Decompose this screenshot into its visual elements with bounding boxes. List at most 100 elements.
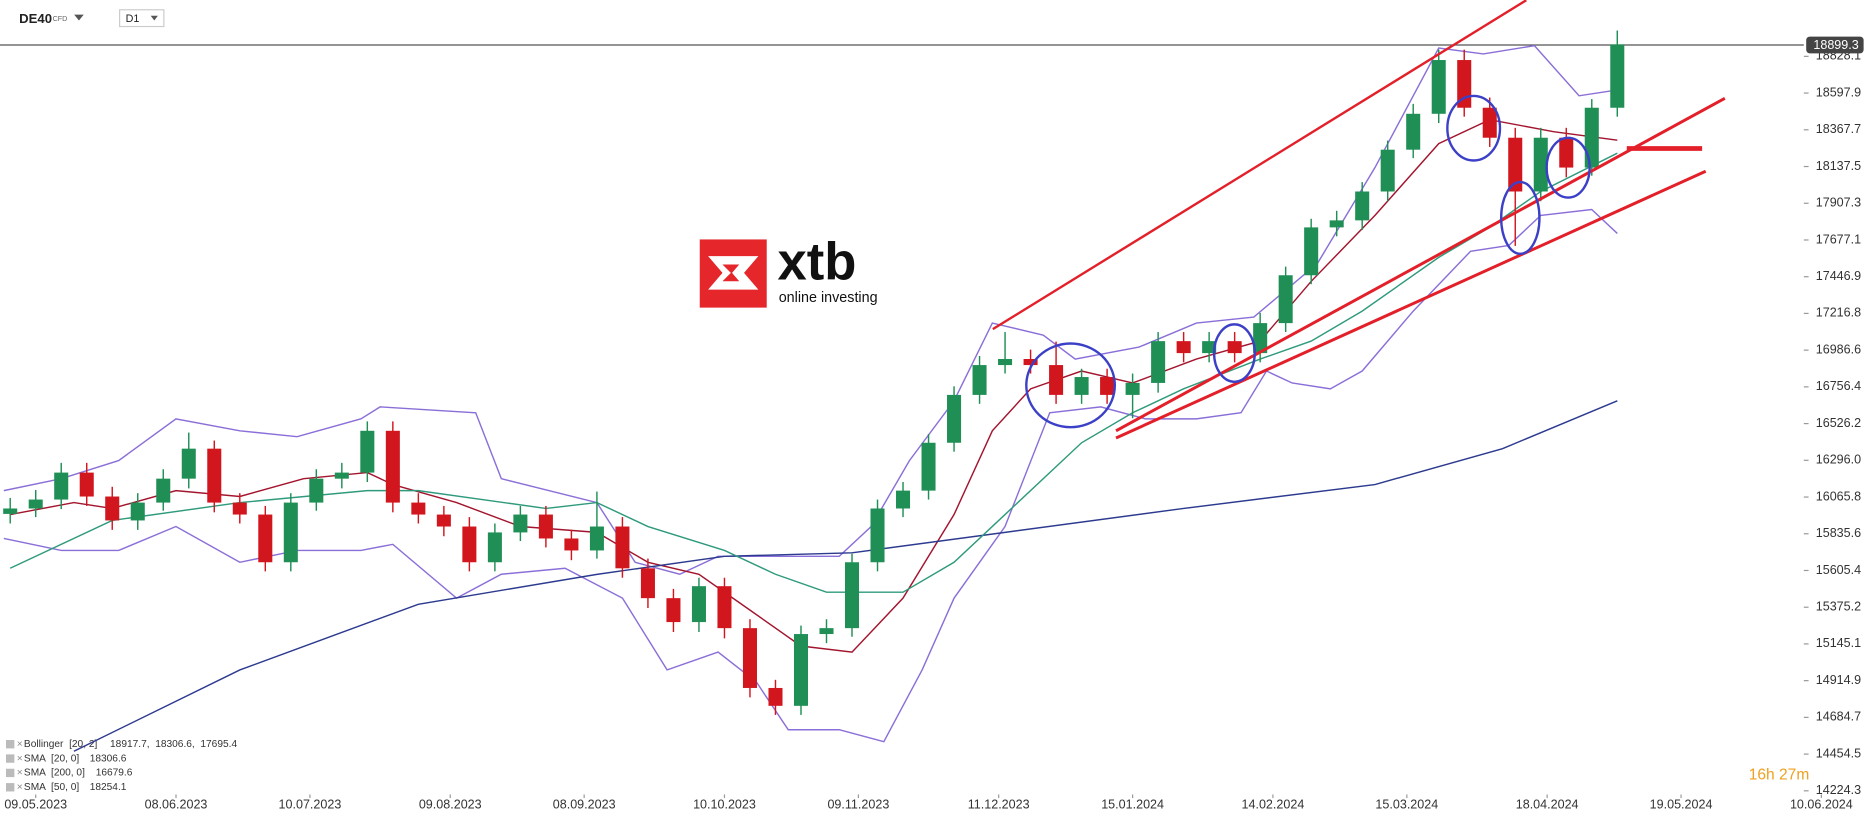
candle-body [691, 586, 706, 623]
y-tick-label: 18597.9 [1816, 85, 1861, 99]
candle-body [411, 502, 426, 515]
candle-body [1278, 275, 1293, 324]
indicator-line [9, 152, 1618, 593]
candle-body [3, 508, 18, 514]
candle-body [896, 490, 911, 509]
x-tick-label: 09.08.2023 [419, 798, 482, 812]
candle-body [1380, 149, 1395, 192]
y-tick-label: 18137.5 [1816, 159, 1861, 173]
candle-body [666, 598, 681, 623]
legend-name: SMA [50, 0] [24, 782, 80, 793]
candle-body [589, 526, 604, 551]
indicator-line [3, 208, 1618, 743]
candle-body [1100, 377, 1115, 395]
logo-name: xtb [778, 233, 857, 292]
symbol: DE40 [19, 11, 52, 26]
annotations [992, 0, 1726, 440]
legend-close[interactable]: × [17, 768, 23, 779]
indicator-line [73, 400, 1618, 752]
highlight-ellipse [1212, 323, 1256, 383]
candle-body [232, 502, 247, 515]
candle-body [28, 499, 43, 509]
legend-name: Bollinger [20, 2] [24, 739, 98, 750]
legend-value: 16679.6 [96, 768, 133, 779]
legend-icon [5, 768, 15, 778]
legend-value: 18917.7, 18306.6, 17695.4 [110, 739, 237, 750]
y-tick-label: 14224.3 [1816, 783, 1861, 797]
x-tick-label: 10.07.2023 [279, 798, 342, 812]
candle-body [640, 568, 655, 599]
candle-body [207, 448, 222, 503]
legend-close[interactable]: × [17, 753, 23, 764]
trend-line [992, 0, 1527, 331]
candle-body [54, 472, 69, 500]
x-tick-label: 09.11.2023 [827, 798, 889, 812]
candle-body [921, 442, 936, 491]
x-tick-label: 11.12.2023 [968, 798, 1030, 812]
trend-line [1115, 96, 1726, 433]
x-tick-label: 10.06.2024 [1790, 798, 1853, 812]
candle-body [1508, 137, 1523, 192]
candle-body [768, 687, 783, 706]
candle-body [1355, 191, 1370, 221]
x-tick-label: 10.10.2023 [693, 798, 756, 812]
trend-line [1115, 169, 1707, 440]
candle-body [385, 430, 400, 503]
symbol-dropdown[interactable] [74, 14, 84, 21]
timeframe-box[interactable] [119, 9, 165, 28]
highlight-ellipse [1446, 94, 1502, 162]
candle-body [334, 472, 349, 479]
candle-body [1431, 60, 1446, 114]
candle-body [1304, 227, 1319, 276]
candle-body [462, 526, 477, 563]
candle-body [1329, 220, 1344, 228]
y-tick-label: 15605.4 [1816, 563, 1861, 577]
legend-close[interactable]: × [17, 782, 23, 793]
candle-body [1202, 341, 1217, 354]
y-tick-label: 17907.3 [1816, 196, 1861, 210]
candle-body [1406, 113, 1421, 150]
candle-body [615, 526, 630, 569]
candle-body [1584, 107, 1599, 168]
candle-body [1049, 365, 1064, 395]
candle-body [1533, 137, 1548, 192]
candle-body [436, 514, 451, 527]
candle-body [793, 634, 809, 706]
candle-body [105, 496, 120, 521]
y-tick-label: 16986.6 [1816, 342, 1861, 356]
x-tick-label: 15.01.2024 [1101, 798, 1164, 812]
last-price-box [1806, 36, 1864, 54]
instrument-type: CFD [53, 15, 68, 23]
candle-body [487, 532, 502, 563]
y-tick-label: 15375.2 [1816, 600, 1861, 614]
y-tick-label: 16526.2 [1816, 416, 1861, 430]
legend-close[interactable]: × [17, 739, 23, 750]
candle-body [1176, 341, 1191, 354]
candle-body [1125, 382, 1140, 395]
candle-body [972, 365, 987, 395]
x-tick-label: 14.02.2024 [1242, 798, 1305, 812]
timeframe[interactable]: D1 [126, 13, 140, 25]
legend-icon [5, 740, 15, 749]
y-tick-label: 16756.4 [1816, 379, 1861, 393]
y-tick-label: 14684.7 [1816, 710, 1861, 724]
last-price-label: 18899.3 [1813, 38, 1858, 52]
candle-timer: 16h 27m [1749, 766, 1810, 783]
timeframe-dropdown[interactable] [150, 15, 158, 21]
candle-body [1253, 323, 1268, 354]
y-tick-label: 18367.7 [1816, 122, 1861, 136]
candle-body [870, 508, 885, 563]
logo-x [708, 256, 759, 290]
candle-body [258, 514, 273, 563]
candle-body [1151, 341, 1166, 383]
candle-body [181, 448, 196, 479]
candle-body [1559, 137, 1574, 168]
candle-body [844, 562, 860, 629]
legend-value: 18254.1 [90, 782, 127, 793]
candle-body [538, 514, 553, 539]
legend-name: SMA [200, 0] [24, 768, 85, 779]
candle-body [360, 430, 375, 473]
x-tick-label: 08.06.2023 [145, 798, 208, 812]
